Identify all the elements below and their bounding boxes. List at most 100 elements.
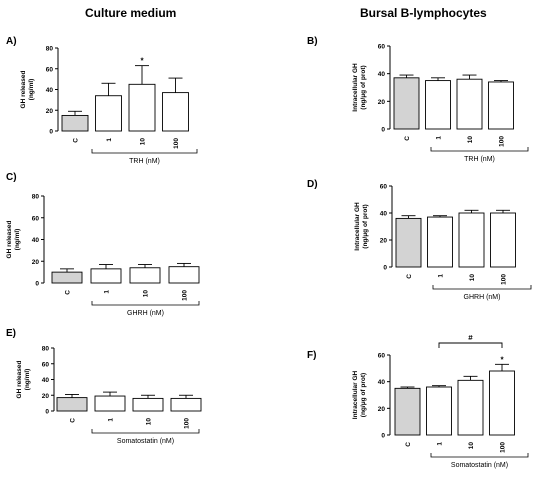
x-tick-label: C bbox=[404, 136, 411, 141]
x-tick-label: 1 bbox=[436, 136, 443, 140]
y-axis-label: GH released(ng/ml) bbox=[6, 221, 21, 259]
x-tick-label: 1 bbox=[438, 274, 445, 278]
y-axis-label-line: GH released bbox=[6, 221, 13, 259]
y-tick-label: 40 bbox=[378, 71, 386, 78]
bar bbox=[426, 386, 452, 436]
x-tick-label: 100 bbox=[184, 418, 191, 429]
panel-d-letter: D) bbox=[307, 179, 318, 190]
bar bbox=[489, 370, 515, 436]
y-axis-label-line: GH released bbox=[16, 361, 23, 399]
y-tick-label: 40 bbox=[42, 377, 50, 384]
x-tick-label: C bbox=[405, 442, 412, 447]
y-tick-label: 0 bbox=[35, 281, 39, 288]
group-bracket bbox=[432, 285, 532, 290]
bar bbox=[170, 397, 202, 412]
group-label: Somatostatin (nM) bbox=[451, 462, 508, 469]
x-tick-label: 100 bbox=[499, 136, 506, 147]
bar bbox=[457, 379, 484, 436]
x-tick-label: C bbox=[70, 418, 77, 423]
y-axis-label: Intracellular GH(ng/μg of prot) bbox=[352, 370, 367, 419]
group-label: TRH (nM) bbox=[464, 156, 495, 163]
y-axis-label-line: (ng/ml) bbox=[28, 79, 35, 101]
x-tick-label: 1 bbox=[104, 290, 111, 294]
y-axis-label-line: (ng/ml) bbox=[14, 229, 21, 251]
y-tick-label: 0 bbox=[381, 127, 385, 134]
x-tick-label: 100 bbox=[173, 138, 180, 149]
chart-panel-e: 0 20 40 60 80 GH released(ng/ml) C 1 10 100 Somato… bbox=[16, 346, 202, 445]
bar bbox=[458, 212, 485, 268]
y-tick-label: 20 bbox=[42, 393, 50, 400]
group-label: TRH (nM) bbox=[129, 158, 160, 165]
x-tick-label: 100 bbox=[182, 290, 189, 301]
bar bbox=[162, 92, 189, 132]
chart-panel-d: 0 20 40 60 Intracellular GH(ng/μg of prot) C 1… bbox=[354, 184, 532, 301]
left-column-title: Culture medium bbox=[85, 6, 177, 20]
y-axis-label: Intracellular GH(ng/μg of prot) bbox=[354, 202, 369, 251]
y-axis-label-line: (ng/μg of prot) bbox=[360, 65, 367, 109]
x-tick-label: 1 bbox=[437, 442, 444, 446]
comparison-bracket bbox=[438, 342, 503, 348]
y-axis-label-line: Intracellular GH bbox=[354, 202, 361, 251]
y-tick-label: 0 bbox=[381, 433, 385, 440]
bar bbox=[488, 81, 514, 130]
y-tick-label: 60 bbox=[380, 184, 388, 191]
y-axis-label-line: GH released bbox=[20, 71, 27, 109]
group-label: GHRH (nM) bbox=[464, 294, 501, 301]
bar bbox=[427, 216, 453, 268]
y-tick-label: 0 bbox=[49, 129, 53, 136]
group-label: Somatostatin (nM) bbox=[117, 438, 174, 445]
y-axis-label-line: (ng/μg of prot) bbox=[360, 373, 367, 417]
y-tick-label: 60 bbox=[42, 361, 50, 368]
y-tick-label: 40 bbox=[380, 211, 388, 218]
x-tick-label: 10 bbox=[467, 136, 474, 144]
x-tick-label: 10 bbox=[146, 418, 153, 426]
group-bracket bbox=[91, 149, 198, 154]
y-axis-label-line: Intracellular GH bbox=[352, 63, 359, 112]
bar bbox=[393, 77, 420, 130]
chart-panel-c: 0 20 40 60 80 GH released(ng/ml) C 1 10 100 GHRH (… bbox=[6, 194, 200, 317]
panel-a-letter: A) bbox=[6, 36, 17, 47]
comparison-hash: # bbox=[468, 335, 473, 342]
bar bbox=[490, 212, 516, 268]
y-axis-label-line: Intracellular GH bbox=[352, 370, 359, 419]
y-tick-label: 0 bbox=[383, 265, 387, 272]
y-tick-label: 20 bbox=[32, 259, 40, 266]
x-tick-label: 1 bbox=[106, 138, 113, 142]
bar bbox=[95, 95, 122, 132]
bar bbox=[51, 271, 83, 284]
significance-asterisk: * bbox=[500, 355, 504, 364]
y-axis-label: GH released(ng/ml) bbox=[20, 71, 35, 109]
y-tick-label: 20 bbox=[378, 99, 386, 106]
panel-e-letter: E) bbox=[6, 328, 16, 339]
y-axis-label: Intracellular GH(ng/μg of prot) bbox=[352, 63, 367, 112]
group-label: GHRH (nM) bbox=[127, 310, 164, 317]
x-tick-label: 100 bbox=[501, 274, 508, 285]
panel-f-letter: F) bbox=[307, 350, 317, 361]
y-axis-label-line: (ng/ml) bbox=[24, 369, 31, 391]
x-tick-label: C bbox=[73, 138, 80, 143]
y-tick-label: 60 bbox=[378, 44, 386, 51]
bar bbox=[94, 395, 126, 412]
x-tick-label: 10 bbox=[469, 274, 476, 282]
bar bbox=[456, 78, 483, 130]
y-tick-label: 0 bbox=[45, 409, 49, 416]
panel-b-letter: B) bbox=[307, 36, 318, 47]
bar bbox=[61, 114, 89, 132]
bar bbox=[132, 397, 164, 412]
y-axis-label: GH released(ng/ml) bbox=[16, 361, 31, 399]
x-tick-label: 10 bbox=[140, 138, 147, 146]
x-tick-label: 10 bbox=[143, 290, 150, 298]
y-tick-label: 80 bbox=[32, 194, 40, 201]
x-tick-label: 100 bbox=[500, 442, 507, 453]
x-tick-label: C bbox=[406, 274, 413, 279]
bar bbox=[129, 267, 161, 284]
bar bbox=[90, 268, 122, 284]
bar bbox=[394, 387, 421, 436]
group-bracket bbox=[91, 429, 200, 434]
y-tick-label: 20 bbox=[380, 238, 388, 245]
group-bracket bbox=[91, 301, 200, 306]
chart-panel-f: 0 20 40 60 Intracellular GH(ng/μg of prot) C 1… bbox=[352, 335, 529, 469]
y-tick-label: 20 bbox=[378, 406, 386, 413]
y-tick-label: 60 bbox=[46, 66, 54, 73]
group-bracket bbox=[430, 453, 529, 458]
